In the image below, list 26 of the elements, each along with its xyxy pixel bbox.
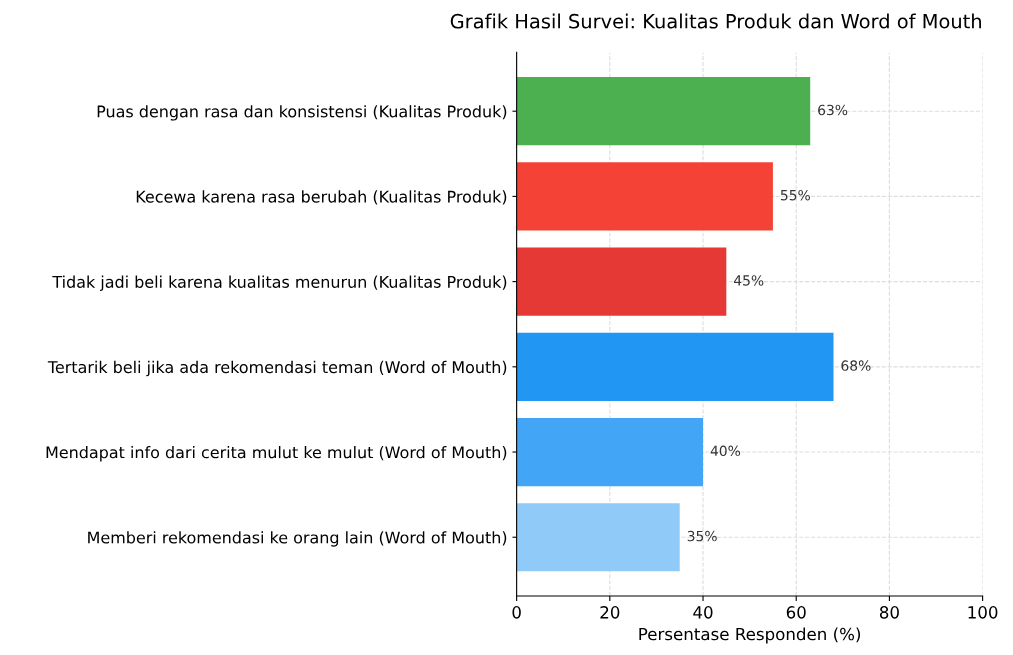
bar: [516, 417, 704, 487]
data-label: 55%: [780, 189, 810, 201]
y-tick-label: Kecewa karena rasa berubah (Kualitas Produk): [136, 190, 507, 205]
y-tick-label: Tertarik beli jika ada rekomendasi teman (Word of Mouth): [47, 360, 507, 377]
bar: [516, 503, 680, 572]
bar: [516, 247, 727, 316]
x-tick-label: 80: [879, 606, 899, 619]
data-label: 35%: [687, 530, 717, 542]
bar: [516, 332, 834, 401]
x-tick-label: 60: [786, 606, 806, 619]
x-tick-label: 20: [600, 606, 620, 619]
y-tick-label: Puas dengan rasa dan konsistensi (Kualitas Produk): [97, 105, 507, 121]
x-axis-title: Persentase Responden (%): [639, 627, 861, 644]
bar: [516, 77, 811, 146]
bar: [516, 162, 773, 231]
y-tick-label: Mendapat info dari cerita mulut ke mulut (Word of Mouth): [46, 445, 507, 462]
y-tick-label: Memberi rekomendasi ke orang lain (Word of Mouth): [88, 531, 507, 547]
data-label: 68%: [841, 360, 871, 371]
x-tick-label: 100: [968, 606, 998, 619]
data-label: 40%: [710, 445, 741, 457]
chart-title: Grafik Hasil Survei: Kualitas Produk dan Word of Mouth: [450, 13, 981, 29]
data-label: 45%: [733, 275, 764, 286]
x-tick-label: 40: [693, 606, 713, 619]
x-tick-label: 0: [512, 606, 521, 619]
data-label: 63%: [818, 104, 848, 116]
y-tick-label: Tidak jadi beli karena kualitas menurun (Kualitas Produk): [52, 275, 507, 292]
